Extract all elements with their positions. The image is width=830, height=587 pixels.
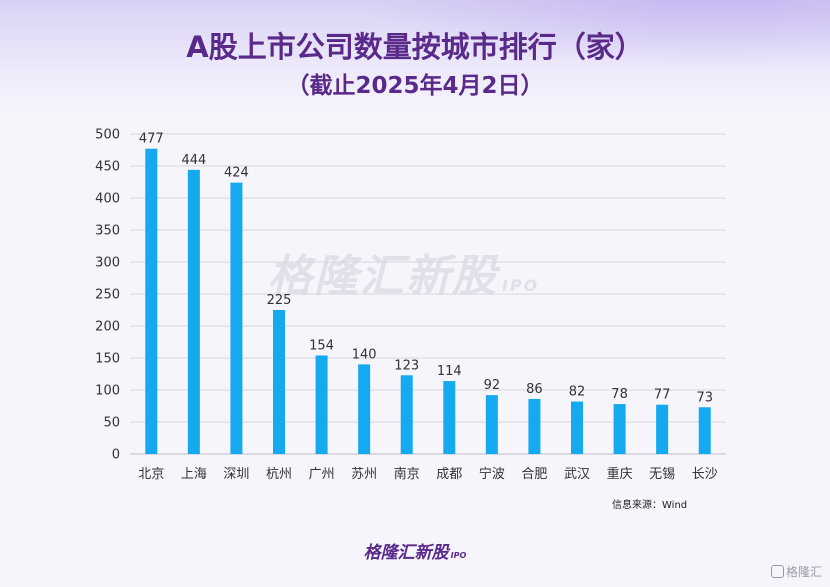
x-tick-label: 南京	[394, 466, 420, 482]
data-label: 225	[267, 293, 292, 308]
data-label: 73	[696, 390, 713, 405]
bar	[528, 398, 541, 454]
x-tick-label: 杭州	[266, 467, 292, 482]
data-label: 444	[181, 153, 206, 168]
data-label: 140	[352, 347, 377, 362]
chart-subtitle: （截止2025年4月2日）	[286, 73, 544, 99]
data-label: 77	[654, 388, 671, 403]
x-tick-label: 长沙	[692, 467, 718, 482]
brand-logo: 格隆汇新股 IPO	[363, 543, 467, 563]
x-tick-label: 重庆	[607, 466, 633, 482]
source-note: 信息来源：Wind	[612, 500, 688, 511]
x-tick-label: 宁波	[479, 466, 505, 482]
logo-icon	[770, 565, 784, 578]
y-tick-label: 400	[95, 192, 120, 207]
bar	[315, 355, 328, 454]
data-label: 154	[309, 338, 334, 353]
bar	[571, 401, 583, 454]
data-label: 86	[526, 382, 543, 397]
x-tick-label: 成都	[436, 467, 462, 482]
data-label: 92	[484, 378, 501, 393]
y-tick-label: 200	[95, 320, 120, 335]
x-tick-label: 广州	[309, 467, 335, 482]
bar	[230, 182, 243, 454]
x-tick-label: 无锡	[649, 467, 675, 482]
corner-logo: 格隆汇	[770, 563, 822, 580]
bar	[443, 381, 456, 454]
chart-title: A股上市公司数量按城市排行（家）	[186, 30, 644, 64]
y-tick-label: 250	[95, 288, 120, 303]
bar	[485, 395, 498, 454]
x-tick-label: 合肥	[521, 467, 547, 482]
bar	[273, 310, 285, 454]
x-tick-label: 上海	[181, 467, 207, 482]
x-tick-label: 北京	[138, 467, 164, 482]
y-tick-label: 350	[95, 224, 120, 239]
data-label: 78	[611, 387, 628, 402]
bar	[698, 407, 711, 454]
bar	[358, 364, 371, 454]
y-tick-label: 500	[95, 128, 120, 143]
x-tick-label: 深圳	[223, 467, 249, 482]
y-tick-label: 450	[95, 160, 120, 175]
data-label: 123	[394, 358, 419, 373]
x-tick-label: 武汉	[564, 467, 590, 482]
data-label: 82	[569, 385, 586, 400]
data-label: 477	[139, 132, 164, 147]
bar	[400, 375, 413, 454]
bar	[145, 148, 158, 454]
bar	[187, 169, 200, 454]
y-tick-label: 100	[95, 384, 120, 399]
y-tick-label: 150	[95, 352, 120, 367]
y-tick-label: 0	[112, 448, 120, 463]
data-label: 114	[437, 364, 462, 379]
y-tick-label: 300	[95, 256, 120, 271]
x-tick-label: 苏州	[351, 466, 377, 482]
data-label: 424	[224, 166, 249, 181]
bar	[613, 404, 626, 454]
bar	[656, 404, 669, 454]
y-tick-label: 50	[103, 416, 120, 431]
